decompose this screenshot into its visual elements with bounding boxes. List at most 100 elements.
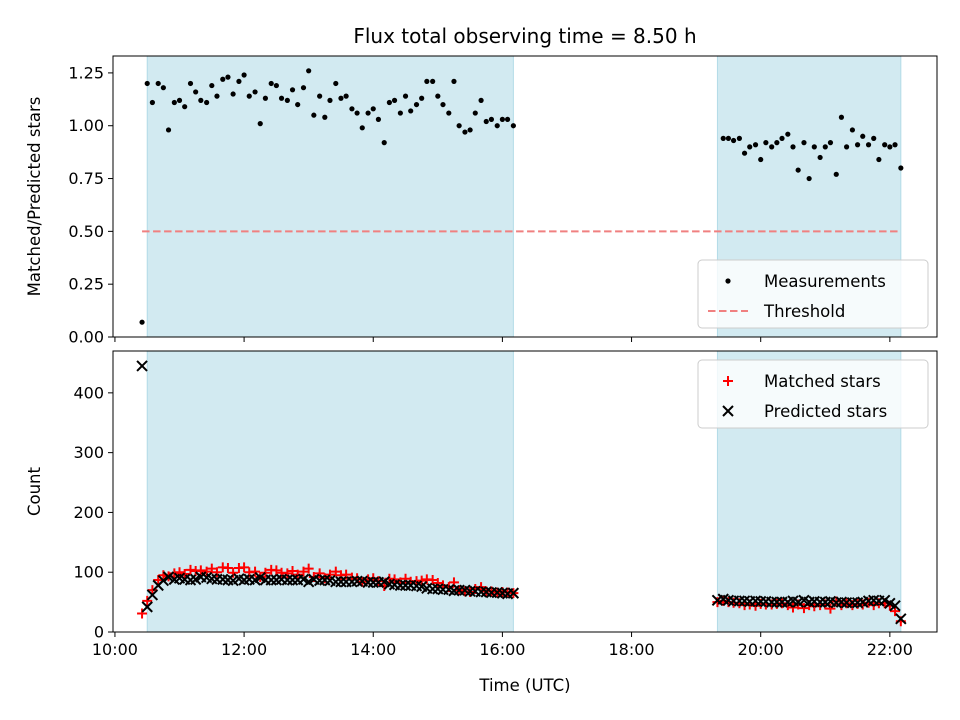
chart-title: Flux total observing time = 8.50 h xyxy=(353,24,696,48)
data-point xyxy=(892,142,898,148)
data-point xyxy=(860,133,866,139)
legend-box xyxy=(697,359,929,429)
data-point xyxy=(141,601,153,613)
data-point xyxy=(273,82,279,89)
data-point xyxy=(801,140,807,146)
legend-label: Matched stars xyxy=(764,372,881,391)
data-point xyxy=(204,99,210,106)
data-point xyxy=(427,574,438,585)
data-point xyxy=(246,93,252,99)
data-point xyxy=(488,116,495,122)
legend-box xyxy=(697,259,929,329)
data-point xyxy=(278,95,285,101)
data-point xyxy=(182,104,188,110)
data-point xyxy=(351,575,363,587)
data-point xyxy=(241,72,247,78)
data-point xyxy=(306,68,312,74)
data-point xyxy=(464,585,476,598)
legend-marker xyxy=(725,278,731,284)
data-point xyxy=(741,150,748,156)
y-tick-label: 0.25 xyxy=(68,275,104,294)
legend-marker xyxy=(722,405,734,417)
data-point xyxy=(349,106,355,112)
data-point xyxy=(370,106,376,112)
data-point xyxy=(362,576,374,589)
data-point xyxy=(446,110,452,116)
data-point xyxy=(408,108,414,114)
data-point xyxy=(367,576,379,589)
data-point xyxy=(209,82,215,89)
y-tick-label: 200 xyxy=(73,503,104,522)
data-point xyxy=(147,585,158,596)
y-tick-label: 400 xyxy=(73,383,104,402)
x-tick-label: 12:00 xyxy=(221,640,267,659)
data-point xyxy=(413,101,420,108)
data-point xyxy=(754,595,767,608)
data-point xyxy=(426,583,439,595)
data-point xyxy=(176,97,183,103)
data-point xyxy=(146,589,159,601)
data-point xyxy=(494,123,500,129)
data-point xyxy=(386,99,392,106)
data-point xyxy=(736,135,742,141)
data-point xyxy=(335,576,347,588)
x-axis-label: Time (UTC) xyxy=(478,676,570,695)
data-point xyxy=(214,93,220,99)
data-point xyxy=(211,567,222,578)
data-point xyxy=(475,586,487,598)
data-point xyxy=(284,97,290,103)
data-point xyxy=(343,93,349,99)
data-point xyxy=(292,569,303,580)
data-point xyxy=(375,116,382,122)
data-point xyxy=(322,114,328,120)
data-point xyxy=(394,579,407,592)
data-point xyxy=(144,80,150,87)
data-point xyxy=(787,602,798,613)
data-point xyxy=(222,563,233,574)
data-point xyxy=(300,85,307,91)
data-point xyxy=(733,595,746,607)
data-point xyxy=(354,110,360,116)
data-point xyxy=(271,565,282,576)
data-point xyxy=(765,596,778,608)
data-point xyxy=(333,80,339,87)
series-measurements xyxy=(139,68,904,325)
x-tick-label: 16:00 xyxy=(479,640,525,659)
data-point xyxy=(400,573,411,584)
data-point xyxy=(790,144,796,150)
data-point xyxy=(171,99,177,106)
y-axis-label: Count xyxy=(25,466,44,516)
data-point xyxy=(846,596,859,609)
data-point xyxy=(314,568,325,579)
data-point xyxy=(399,579,412,592)
data-point xyxy=(720,135,726,141)
data-point xyxy=(265,574,277,586)
data-point xyxy=(381,140,387,146)
data-point xyxy=(499,116,505,122)
legend: Measurements Threshold xyxy=(697,259,929,329)
data-point xyxy=(876,156,882,163)
data-point xyxy=(472,110,478,116)
data-point xyxy=(758,156,764,163)
data-point xyxy=(730,137,737,144)
data-point xyxy=(142,595,153,606)
data-point xyxy=(451,78,457,84)
data-point xyxy=(747,144,753,150)
data-point xyxy=(878,594,891,607)
data-point xyxy=(419,95,425,101)
y-tick-label: 100 xyxy=(73,563,104,582)
data-point xyxy=(822,144,828,150)
data-point xyxy=(865,142,872,148)
data-point xyxy=(771,596,783,608)
data-point xyxy=(187,80,194,87)
data-point xyxy=(467,127,473,133)
data-point xyxy=(806,175,812,182)
data-point xyxy=(825,603,836,614)
data-point xyxy=(833,171,839,177)
data-point xyxy=(435,93,441,99)
data-point xyxy=(814,596,826,608)
data-point xyxy=(359,125,365,131)
data-point xyxy=(779,135,785,141)
y-tick-label: 0.00 xyxy=(68,328,104,347)
